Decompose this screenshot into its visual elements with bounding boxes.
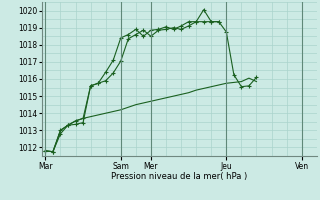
X-axis label: Pression niveau de la mer( hPa ): Pression niveau de la mer( hPa ) (111, 172, 247, 181)
